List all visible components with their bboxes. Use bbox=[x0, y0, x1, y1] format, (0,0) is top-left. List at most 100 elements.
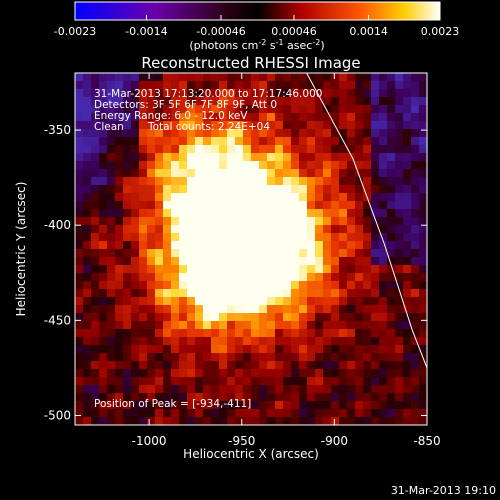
heatmap-cell bbox=[99, 225, 108, 234]
heatmap-cell bbox=[115, 185, 124, 194]
heatmap-cell bbox=[131, 129, 140, 138]
heatmap-cell bbox=[243, 161, 252, 170]
heatmap-cell bbox=[283, 265, 292, 274]
heatmap-cell bbox=[363, 289, 372, 298]
heatmap-cell bbox=[147, 393, 156, 402]
heatmap-cell bbox=[419, 105, 427, 114]
heatmap-cell bbox=[403, 81, 412, 90]
heatmap-cell bbox=[107, 241, 116, 250]
heatmap-cell bbox=[339, 297, 348, 306]
heatmap-cell bbox=[171, 153, 180, 162]
heatmap-cell bbox=[387, 337, 396, 346]
heatmap-cell bbox=[315, 225, 324, 234]
heatmap-cell bbox=[363, 209, 372, 218]
heatmap-cell bbox=[211, 185, 220, 194]
heatmap-cell bbox=[403, 113, 412, 122]
heatmap-cell bbox=[163, 321, 172, 330]
heatmap-cell bbox=[131, 417, 140, 425]
heatmap-cell bbox=[163, 257, 172, 266]
heatmap-cell bbox=[155, 281, 164, 290]
heatmap-cell bbox=[251, 273, 260, 282]
heatmap-cell bbox=[331, 385, 340, 394]
heatmap-cell bbox=[371, 273, 380, 282]
heatmap-cell bbox=[243, 89, 252, 98]
heatmap-cell bbox=[355, 377, 364, 386]
heatmap-cell bbox=[419, 137, 427, 146]
heatmap-cell bbox=[323, 185, 332, 194]
heatmap-cell bbox=[259, 97, 268, 106]
heatmap-cell bbox=[347, 73, 356, 82]
heatmap-cell bbox=[171, 169, 180, 178]
heatmap-cell bbox=[187, 233, 196, 242]
heatmap-cell bbox=[139, 313, 148, 322]
heatmap-cell bbox=[91, 169, 100, 178]
heatmap-cell bbox=[91, 401, 100, 410]
heatmap-cell bbox=[99, 161, 108, 170]
heatmap-cell bbox=[275, 329, 284, 338]
heatmap-cell bbox=[339, 361, 348, 370]
heatmap-cell bbox=[187, 249, 196, 258]
heatmap-cell bbox=[411, 153, 420, 162]
heatmap-cell bbox=[379, 233, 388, 242]
heatmap-cell bbox=[171, 337, 180, 346]
heatmap-cell bbox=[171, 313, 180, 322]
heatmap-cell bbox=[275, 385, 284, 394]
x-tick-label: -1000 bbox=[132, 434, 167, 448]
heatmap-cell bbox=[379, 225, 388, 234]
heatmap-cell bbox=[99, 233, 108, 242]
heatmap-cell bbox=[115, 353, 124, 362]
heatmap-cell bbox=[323, 249, 332, 258]
heatmap-cell bbox=[355, 81, 364, 90]
heatmap-cell bbox=[179, 97, 188, 106]
heatmap-cell bbox=[147, 337, 156, 346]
heatmap-cell bbox=[403, 369, 412, 378]
heatmap-cell bbox=[227, 265, 236, 274]
heatmap-cell bbox=[339, 273, 348, 282]
heatmap-cell bbox=[147, 73, 156, 82]
heatmap-cell bbox=[307, 129, 316, 138]
heatmap-cell bbox=[283, 361, 292, 370]
heatmap-cell bbox=[347, 209, 356, 218]
heatmap-cell bbox=[259, 81, 268, 90]
heatmap-cell bbox=[139, 401, 148, 410]
heatmap-cell bbox=[131, 217, 140, 226]
heatmap-cell bbox=[307, 369, 316, 378]
heatmap-cell bbox=[315, 113, 324, 122]
heatmap-cell bbox=[291, 321, 300, 330]
heatmap-cell bbox=[195, 417, 204, 425]
heatmap-cell bbox=[83, 113, 92, 122]
heatmap-cell bbox=[227, 241, 236, 250]
heatmap-cell bbox=[315, 145, 324, 154]
heatmap-cell bbox=[283, 249, 292, 258]
heatmap-cell bbox=[91, 297, 100, 306]
heatmap-cell bbox=[259, 177, 268, 186]
heatmap-cell bbox=[187, 289, 196, 298]
heatmap-cell bbox=[347, 321, 356, 330]
heatmap-cell bbox=[323, 161, 332, 170]
heatmap-cell bbox=[347, 81, 356, 90]
heatmap-cell bbox=[99, 249, 108, 258]
heatmap-cell bbox=[323, 385, 332, 394]
heatmap-cell bbox=[91, 385, 100, 394]
heatmap-cell bbox=[235, 185, 244, 194]
heatmap-cell bbox=[75, 225, 84, 234]
heatmap-cell bbox=[411, 257, 420, 266]
heatmap-cell bbox=[339, 257, 348, 266]
heatmap-cell bbox=[163, 401, 172, 410]
heatmap-cell bbox=[283, 217, 292, 226]
heatmap-cell bbox=[99, 217, 108, 226]
heatmap-cell bbox=[203, 89, 212, 98]
heatmap-cell bbox=[347, 345, 356, 354]
heatmap-cell bbox=[299, 297, 308, 306]
heatmap-cell bbox=[419, 129, 427, 138]
heatmap-cell bbox=[387, 97, 396, 106]
heatmap-cell bbox=[411, 201, 420, 210]
heatmap-cell bbox=[219, 345, 228, 354]
heatmap-cell bbox=[203, 313, 212, 322]
heatmap-cell bbox=[323, 329, 332, 338]
heatmap-cell bbox=[139, 233, 148, 242]
heatmap-cell bbox=[291, 337, 300, 346]
heatmap-cell bbox=[299, 97, 308, 106]
heatmap-cell bbox=[411, 193, 420, 202]
heatmap-cell bbox=[299, 337, 308, 346]
